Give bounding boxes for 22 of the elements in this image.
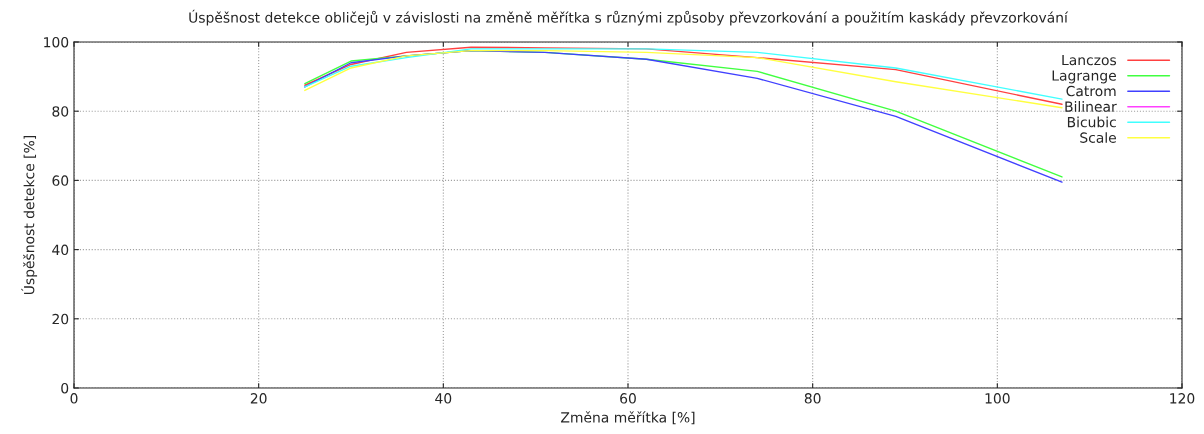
- y-tick-label: 60: [52, 175, 69, 186]
- x-tick-label: 0: [70, 393, 78, 404]
- x-tick-label: 100: [985, 393, 1010, 404]
- y-tick-label: 40: [52, 244, 69, 256]
- y-tick-label: 100: [44, 36, 69, 48]
- legend-label: Bilinear: [1065, 101, 1117, 112]
- legend-label: Lagrange: [1052, 70, 1116, 84]
- legend-label: Bicubic: [1067, 116, 1116, 128]
- y-tick-label: 0: [61, 382, 69, 394]
- legend-label: Lanczos: [1062, 54, 1117, 66]
- x-tick-label: 120: [1170, 393, 1195, 404]
- x-tick-label: 80: [804, 393, 821, 404]
- chart-title: Úspěšnost detekce obličejů v závislosti na změně měřítka s různými způsoby převzorkování a použitím kaskády převzorkování: [189, 9, 1069, 26]
- y-axis-title: Úspěšnost detekce [%]: [21, 135, 38, 294]
- x-tick-label: 20: [250, 393, 267, 404]
- legend-label: Scale: [1080, 132, 1116, 143]
- x-axis-title: Změna měřítka [%]: [561, 411, 695, 425]
- x-tick-label: 40: [435, 393, 452, 404]
- y-tick-label: 20: [52, 313, 69, 325]
- y-tick-label: 80: [52, 106, 69, 117]
- x-tick-label: 60: [620, 393, 636, 404]
- legend-label: Catrom: [1066, 85, 1116, 97]
